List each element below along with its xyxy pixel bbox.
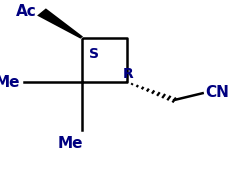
- Text: Me: Me: [57, 136, 83, 151]
- Polygon shape: [37, 8, 83, 39]
- Text: Ac: Ac: [16, 4, 37, 19]
- Text: S: S: [89, 47, 99, 61]
- Text: Me: Me: [0, 75, 20, 90]
- Text: CN: CN: [205, 85, 229, 100]
- Text: R: R: [123, 67, 134, 81]
